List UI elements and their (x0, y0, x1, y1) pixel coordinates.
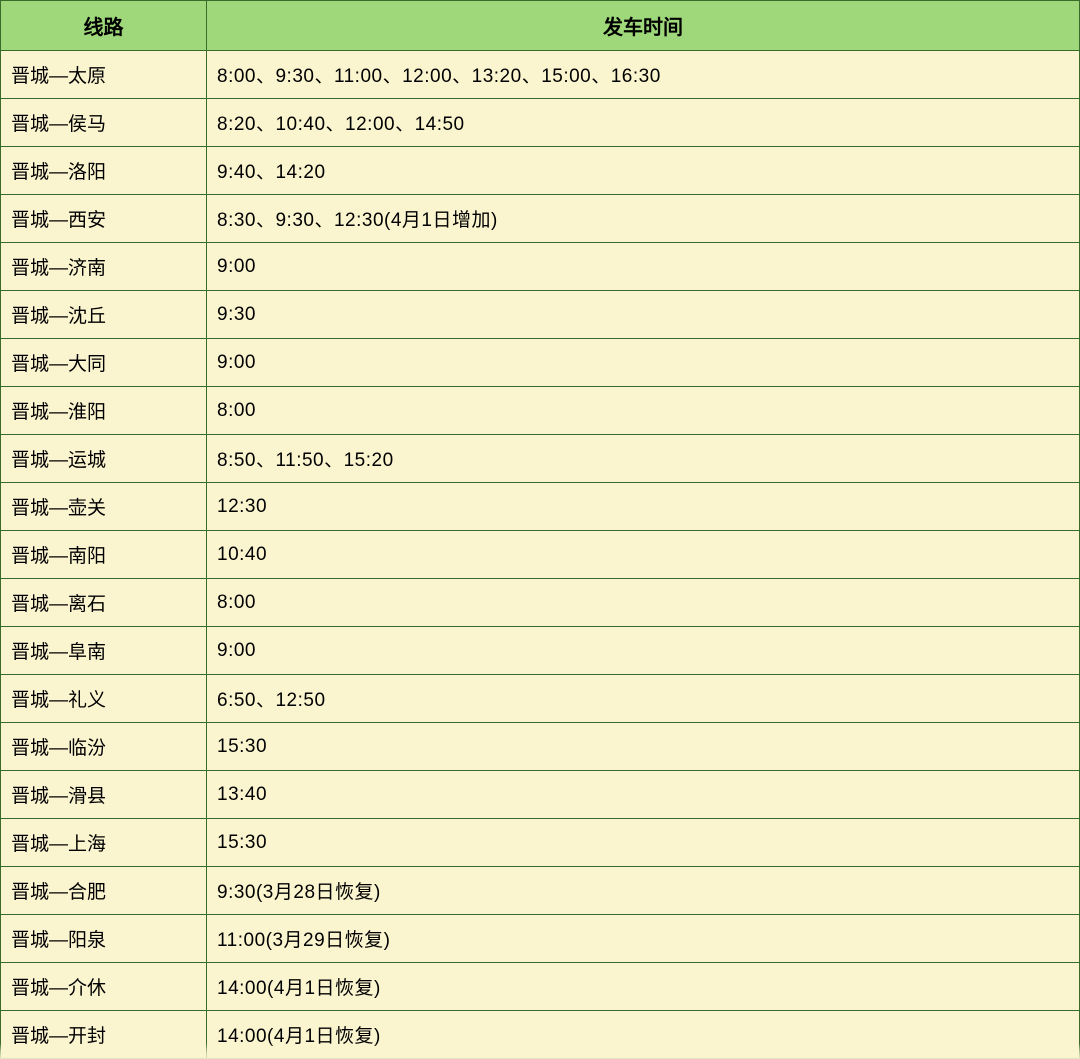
route-cell: 晋城—临汾 (1, 723, 207, 771)
table-row: 晋城—礼义 6:50、12:50 (1, 675, 1080, 723)
time-cell: 9:00 (207, 627, 1080, 675)
time-cell: 9:30 (207, 291, 1080, 339)
table-row: 晋城—壶关 12:30 (1, 483, 1080, 531)
route-cell: 晋城—滑县 (1, 771, 207, 819)
route-cell: 晋城—大同 (1, 339, 207, 387)
schedule-table-container: 线路 发车时间 晋城—太原 8:00、9:30、11:00、12:00、13:2… (0, 0, 1080, 1059)
route-cell: 晋城—南阳 (1, 531, 207, 579)
table-row: 晋城—离石 8:00 (1, 579, 1080, 627)
time-cell: 15:30 (207, 723, 1080, 771)
time-cell: 8:00 (207, 387, 1080, 435)
route-cell: 晋城—阜南 (1, 627, 207, 675)
table-row: 晋城—济南 9:00 (1, 243, 1080, 291)
route-cell: 晋城—侯马 (1, 99, 207, 147)
route-cell: 晋城—沈丘 (1, 291, 207, 339)
time-cell: 9:30(3月28日恢复) (207, 867, 1080, 915)
time-cell: 8:00、9:30、11:00、12:00、13:20、15:00、16:30 (207, 51, 1080, 99)
table-row: 晋城—太原 8:00、9:30、11:00、12:00、13:20、15:00、… (1, 51, 1080, 99)
table-row: 晋城—运城 8:50、11:50、15:20 (1, 435, 1080, 483)
time-cell: 8:50、11:50、15:20 (207, 435, 1080, 483)
table-row: 晋城—合肥 9:30(3月28日恢复) (1, 867, 1080, 915)
table-row: 晋城—上海 15:30 (1, 819, 1080, 867)
time-cell: 14:00(4月1日恢复) (207, 1011, 1080, 1059)
route-cell: 晋城—上海 (1, 819, 207, 867)
table-header-row: 线路 发车时间 (1, 1, 1080, 51)
table-row: 晋城—洛阳 9:40、14:20 (1, 147, 1080, 195)
column-header-time: 发车时间 (207, 1, 1080, 51)
table-row: 晋城—滑县 13:40 (1, 771, 1080, 819)
table-row: 晋城—南阳 10:40 (1, 531, 1080, 579)
route-cell: 晋城—淮阳 (1, 387, 207, 435)
route-cell: 晋城—济南 (1, 243, 207, 291)
route-cell: 晋城—阳泉 (1, 915, 207, 963)
table-row: 晋城—临汾 15:30 (1, 723, 1080, 771)
table-row: 晋城—阳泉 11:00(3月29日恢复) (1, 915, 1080, 963)
time-cell: 14:00(4月1日恢复) (207, 963, 1080, 1011)
table-body: 晋城—太原 8:00、9:30、11:00、12:00、13:20、15:00、… (1, 51, 1080, 1059)
route-cell: 晋城—礼义 (1, 675, 207, 723)
table-row: 晋城—淮阳 8:00 (1, 387, 1080, 435)
time-cell: 6:50、12:50 (207, 675, 1080, 723)
time-cell: 9:00 (207, 243, 1080, 291)
route-cell: 晋城—离石 (1, 579, 207, 627)
time-cell: 11:00(3月29日恢复) (207, 915, 1080, 963)
table-row: 晋城—侯马 8:20、10:40、12:00、14:50 (1, 99, 1080, 147)
time-cell: 13:40 (207, 771, 1080, 819)
route-cell: 晋城—开封 (1, 1011, 207, 1059)
table-row: 晋城—大同 9:00 (1, 339, 1080, 387)
time-cell: 12:30 (207, 483, 1080, 531)
time-cell: 8:20、10:40、12:00、14:50 (207, 99, 1080, 147)
table-row: 晋城—阜南 9:00 (1, 627, 1080, 675)
time-cell: 8:30、9:30、12:30(4月1日增加) (207, 195, 1080, 243)
table-row: 晋城—沈丘 9:30 (1, 291, 1080, 339)
column-header-route: 线路 (1, 1, 207, 51)
time-cell: 15:30 (207, 819, 1080, 867)
time-cell: 8:00 (207, 579, 1080, 627)
route-cell: 晋城—太原 (1, 51, 207, 99)
route-cell: 晋城—运城 (1, 435, 207, 483)
time-cell: 9:00 (207, 339, 1080, 387)
route-cell: 晋城—合肥 (1, 867, 207, 915)
route-cell: 晋城—洛阳 (1, 147, 207, 195)
time-cell: 10:40 (207, 531, 1080, 579)
route-cell: 晋城—介休 (1, 963, 207, 1011)
table-row: 晋城—西安 8:30、9:30、12:30(4月1日增加) (1, 195, 1080, 243)
schedule-table: 线路 发车时间 晋城—太原 8:00、9:30、11:00、12:00、13:2… (0, 0, 1080, 1059)
route-cell: 晋城—西安 (1, 195, 207, 243)
table-row: 晋城—介休 14:00(4月1日恢复) (1, 963, 1080, 1011)
route-cell: 晋城—壶关 (1, 483, 207, 531)
table-row: 晋城—开封 14:00(4月1日恢复) (1, 1011, 1080, 1059)
time-cell: 9:40、14:20 (207, 147, 1080, 195)
